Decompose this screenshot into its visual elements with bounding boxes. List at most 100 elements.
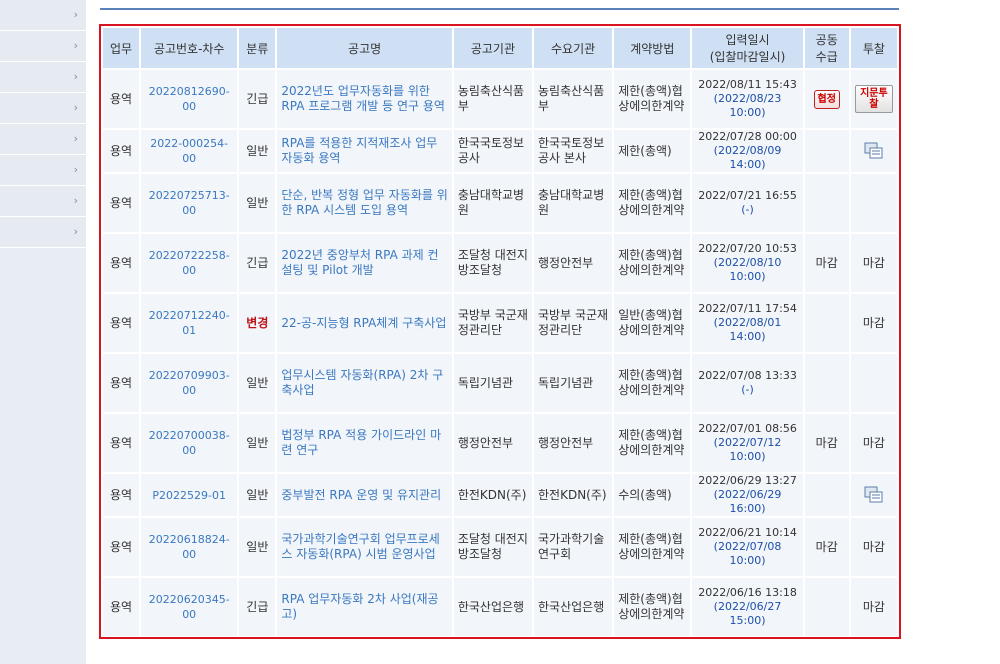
org-cell: 한전KDN(주) — [453, 474, 533, 516]
date-cell: 2022/07/21 16:55 (-) — [692, 174, 803, 232]
bid-cell — [850, 174, 897, 232]
table-header-row: 업무 공고번호-차수 분류 공고명 공고기관 수요기관 계약방법 입력일시 (입찰… — [103, 28, 897, 68]
notice-no-link[interactable]: 20220700038-00 — [148, 429, 230, 457]
notice-no-link[interactable]: 20220618824-00 — [148, 533, 230, 561]
sidebar-item[interactable]: › — [0, 0, 86, 31]
org-cell: 행정안전부 — [453, 414, 533, 472]
table-row: 용역 20220812690-00 긴급 2022년도 업무자동화를 위한 RPA 프… — [103, 70, 897, 128]
sidebar-item[interactable]: › — [0, 155, 86, 186]
title-cell[interactable]: 2022년도 업무자동화를 위한 RPA 프로그램 개발 등 연구 용역 — [277, 70, 452, 128]
notice-title-link[interactable]: RPA 업무자동화 2차 사업(재공고) — [281, 592, 439, 621]
date-cell: 2022/07/11 17:54 (2022/08/01 14:00) — [692, 294, 803, 352]
bid-status: 마감 — [862, 539, 885, 554]
table-row: 용역 20220620345-00 긴급 RPA 업무자동화 2차 사업(재공고) 한국… — [103, 578, 897, 636]
table-row: 용역 20220618824-00 일반 국가과학기술연구회 업무프로세스 자동화(R… — [103, 518, 897, 576]
sidebar-item[interactable]: › — [0, 93, 86, 124]
sidebar-item[interactable]: › — [0, 62, 86, 93]
method-cell: 일반(총액)협상에의한계약 — [614, 294, 691, 352]
notice-no-cell[interactable]: 20220725713-00 — [141, 174, 238, 232]
documents-icon[interactable] — [864, 142, 884, 159]
demand-cell: 독립기념관 — [534, 354, 613, 412]
notice-no-link[interactable]: 20220620345-00 — [148, 593, 230, 621]
method-cell: 제한(총액)협상에의한계약 — [614, 414, 691, 472]
chevron-right-icon: › — [73, 194, 78, 207]
notice-no-cell[interactable]: P2022529-01 — [141, 474, 238, 516]
col-org: 공고기관 — [453, 28, 533, 68]
notice-no-cell[interactable]: 20220700038-00 — [141, 414, 238, 472]
type-cell: 용역 — [103, 234, 140, 292]
sidebar-item[interactable]: › — [0, 217, 86, 248]
fingerprint-bid-label: 지문투찰 — [860, 88, 888, 110]
joint-status: 마감 — [815, 255, 838, 270]
table-row: 용역 20220712240-01 변경 22-공-지능형 RPA체계 구축사업 국방부… — [103, 294, 897, 352]
category-label: 일반 — [246, 195, 269, 210]
notice-no-link[interactable]: 20220709903-00 — [148, 369, 230, 397]
notice-title-link[interactable]: 22-공-지능형 RPA체계 구축사업 — [281, 315, 447, 330]
category-cell: 일반 — [239, 474, 276, 516]
input-date: 2022/07/28 00:00 — [698, 130, 797, 143]
notice-no-link[interactable]: 20220725713-00 — [148, 189, 230, 217]
date-cell: 2022/06/29 13:27 (2022/06/29 16:00) — [692, 474, 803, 516]
date-cell: 2022/07/28 00:00 (2022/08/09 14:00) — [692, 130, 803, 172]
notice-no-link[interactable]: 20220712240-01 — [148, 309, 230, 337]
notice-title-link[interactable]: RPA를 적용한 지적재조사 업무 자동화 용역 — [281, 136, 438, 165]
notice-title-link[interactable]: 단순, 반복 정형 업무 자동화를 위한 RPA 시스템 도입 용역 — [281, 188, 448, 217]
notice-no-link[interactable]: 20220722258-00 — [148, 249, 230, 277]
notice-no-link[interactable]: P2022529-01 — [152, 488, 226, 502]
date-cell: 2022/07/08 13:33 (-) — [692, 354, 803, 412]
sidebar-item[interactable]: › — [0, 124, 86, 155]
bid-cell: 마감 — [850, 414, 897, 472]
notice-no-cell[interactable]: 20220709903-00 — [141, 354, 238, 412]
title-cell[interactable]: 22-공-지능형 RPA체계 구축사업 — [277, 294, 452, 352]
notice-no-cell[interactable]: 2022-000254-00 — [141, 130, 238, 172]
col-method: 계약방법 — [614, 28, 691, 68]
col-joint: 공동 수급 — [804, 28, 849, 68]
fingerprint-bid-button[interactable]: 지문투찰 — [854, 85, 893, 113]
title-cell[interactable]: 2022년 중앙부처 RPA 과제 컨설팅 및 Pilot 개발 — [277, 234, 452, 292]
title-cell[interactable]: 국가과학기술연구회 업무프로세스 자동화(RPA) 시범 운영사업 — [277, 518, 452, 576]
notice-title-link[interactable]: 법정부 RPA 적용 가이드라인 마련 연구 — [281, 428, 442, 457]
notice-no-cell[interactable]: 20220618824-00 — [141, 518, 238, 576]
deadline-date: (2022/08/10 10:00) — [713, 256, 782, 283]
bid-status: 마감 — [862, 435, 885, 450]
sidebar: › › › › › › › › — [0, 0, 86, 664]
title-cell[interactable]: 단순, 반복 정형 업무 자동화를 위한 RPA 시스템 도입 용역 — [277, 174, 452, 232]
type-cell: 용역 — [103, 474, 140, 516]
title-cell[interactable]: 업무시스템 자동화(RPA) 2차 구축사업 — [277, 354, 452, 412]
sidebar-item[interactable]: › — [0, 31, 86, 62]
notice-title-link[interactable]: 국가과학기술연구회 업무프로세스 자동화(RPA) 시범 운영사업 — [281, 532, 440, 561]
notice-title-link[interactable]: 2022년 중앙부처 RPA 과제 컨설팅 및 Pilot 개발 — [281, 248, 439, 277]
documents-icon[interactable] — [864, 486, 884, 503]
notice-no-link[interactable]: 2022-000254-00 — [150, 137, 229, 165]
deadline-date: (2022/07/12 10:00) — [713, 436, 782, 463]
notice-title-link[interactable]: 중부발전 RPA 운영 및 유지관리 — [281, 487, 442, 502]
joint-status: 마감 — [815, 539, 838, 554]
method-cell: 제한(총액)협상에의한계약 — [614, 354, 691, 412]
category-label: 일반 — [246, 487, 269, 502]
notice-no-cell[interactable]: 20220620345-00 — [141, 578, 238, 636]
category-label: 긴급 — [246, 91, 269, 106]
sidebar-item[interactable]: › — [0, 186, 86, 217]
notice-title-link[interactable]: 2022년도 업무자동화를 위한 RPA 프로그램 개발 등 연구 용역 — [281, 84, 445, 113]
joint-cell — [804, 174, 849, 232]
notice-no-cell[interactable]: 20220712240-01 — [141, 294, 238, 352]
demand-cell: 행정안전부 — [534, 234, 613, 292]
demand-cell: 한전KDN(주) — [534, 474, 613, 516]
org-cell: 한국국토정보공사 — [453, 130, 533, 172]
title-cell[interactable]: RPA를 적용한 지적재조사 업무 자동화 용역 — [277, 130, 452, 172]
notice-title-link[interactable]: 업무시스템 자동화(RPA) 2차 구축사업 — [281, 368, 444, 397]
table-row: 용역 20220725713-00 일반 단순, 반복 정형 업무 자동화를 위한 R… — [103, 174, 897, 232]
category-cell: 긴급 — [239, 70, 276, 128]
chevron-right-icon: › — [73, 70, 78, 83]
title-cell[interactable]: 법정부 RPA 적용 가이드라인 마련 연구 — [277, 414, 452, 472]
demand-cell: 국가과학기술연구회 — [534, 518, 613, 576]
agreement-button[interactable]: 협정 — [813, 89, 840, 109]
title-cell[interactable]: 중부발전 RPA 운영 및 유지관리 — [277, 474, 452, 516]
notice-no-cell[interactable]: 20220722258-00 — [141, 234, 238, 292]
deadline-date: (2022/08/01 14:00) — [713, 316, 782, 343]
title-cell[interactable]: RPA 업무자동화 2차 사업(재공고) — [277, 578, 452, 636]
notice-no-cell[interactable]: 20220812690-00 — [141, 70, 238, 128]
notice-no-link[interactable]: 20220812690-00 — [148, 85, 230, 113]
bid-cell: 마감 — [850, 578, 897, 636]
table-row: 용역 20220722258-00 긴급 2022년 중앙부처 RPA 과제 컨설팅 … — [103, 234, 897, 292]
